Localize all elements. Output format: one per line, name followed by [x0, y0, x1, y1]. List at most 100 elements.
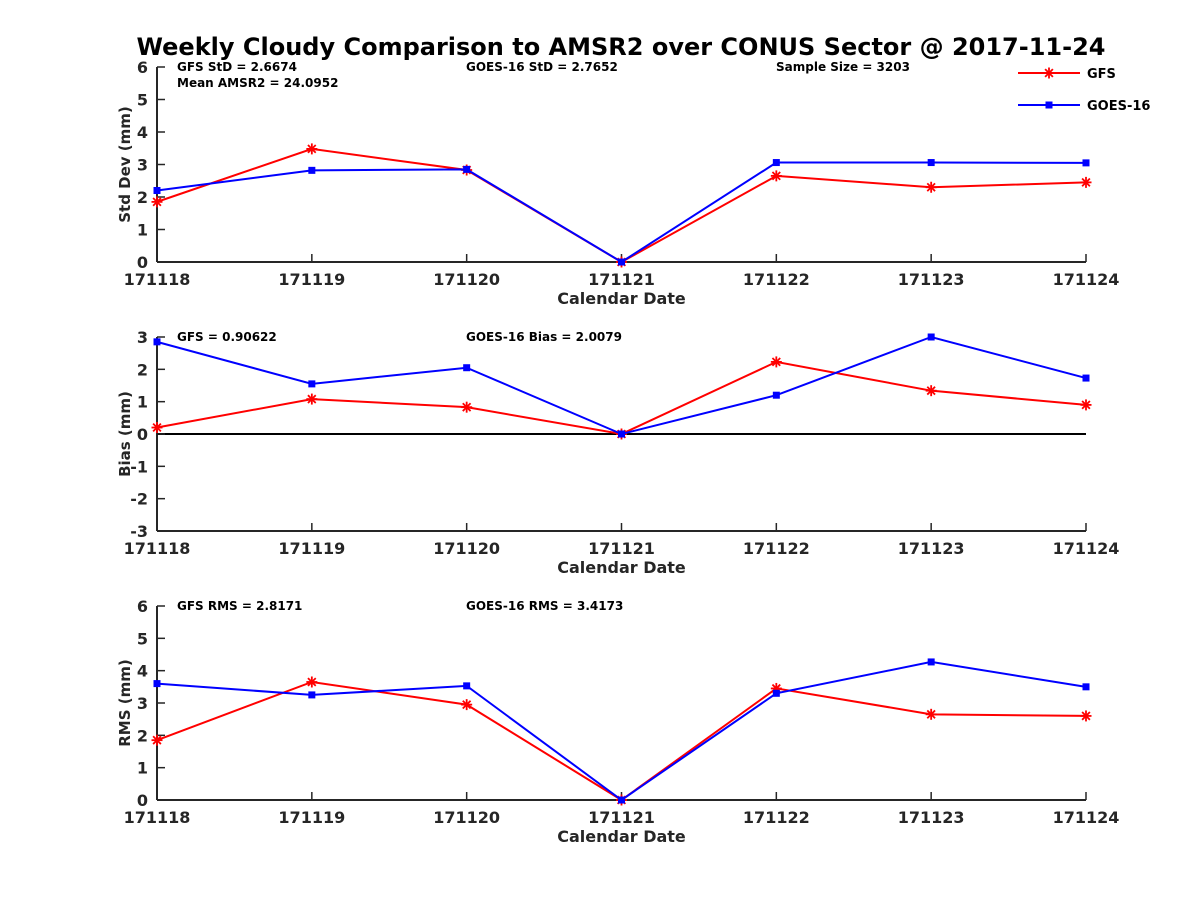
series-goes-16 — [153, 159, 1090, 266]
data-point — [925, 385, 937, 397]
x-tick-label: 171122 — [743, 539, 810, 558]
series-goes-16 — [153, 333, 1090, 438]
series-gfs — [151, 676, 1092, 806]
y-tick-label: 1 — [137, 393, 148, 412]
series-gfs — [151, 356, 1092, 440]
data-point — [151, 734, 163, 746]
y-tick-label: 5 — [137, 91, 148, 110]
y-axis-label: Std Dev (mm) — [116, 106, 134, 223]
series-line — [156, 660, 1087, 802]
data-point — [772, 689, 780, 697]
data-point — [153, 187, 161, 194]
x-tick-label: 171122 — [743, 808, 810, 827]
x-tick-label: 171119 — [278, 539, 345, 558]
data-point — [1080, 176, 1092, 188]
x-tick-label: 171123 — [898, 270, 965, 289]
legend-marker — [1045, 101, 1053, 109]
data-point — [1082, 159, 1090, 167]
x-tick-label: 171123 — [898, 808, 965, 827]
stat-annotation: Sample Size = 3203 — [776, 60, 910, 74]
x-axis-label: Calendar Date — [557, 289, 686, 308]
x-tick-label: 171119 — [278, 270, 345, 289]
legend-marker — [1043, 67, 1055, 79]
stat-annotation: GFS RMS = 2.8171 — [177, 599, 302, 613]
data-point — [925, 181, 937, 193]
data-point — [308, 166, 316, 174]
data-point — [308, 691, 316, 699]
x-tick-label: 171120 — [433, 539, 500, 558]
data-point — [618, 430, 625, 438]
chart-title: Weekly Cloudy Comparison to AMSR2 over C… — [137, 33, 1106, 61]
x-tick-label: 171121 — [588, 808, 655, 827]
panel-rms: 0 1 2 3 4 5 6 171118 171119 171120 171121 171122 171… — [116, 597, 1119, 846]
x-tick-label: 171124 — [1053, 539, 1120, 558]
legend-label: GOES-16 — [1087, 99, 1150, 114]
data-point — [618, 258, 625, 266]
data-point — [463, 165, 471, 173]
data-point — [618, 796, 625, 804]
data-point — [772, 391, 780, 399]
data-point — [927, 658, 935, 666]
stat-annotation: GFS StD = 2.6674 — [177, 60, 297, 74]
y-axis-label: Bias (mm) — [116, 391, 134, 477]
x-tick-label: 171118 — [124, 539, 191, 558]
y-tick-label: -3 — [130, 522, 148, 541]
series-line — [156, 360, 1087, 436]
x-tick-label: 171124 — [1053, 270, 1120, 289]
data-point — [151, 196, 163, 208]
x-tick-label: 171123 — [898, 539, 965, 558]
x-axis-label: Calendar Date — [557, 558, 686, 577]
x-tick-label: 171124 — [1053, 808, 1120, 827]
series-line — [156, 161, 1087, 264]
y-tick-label: 3 — [137, 156, 148, 175]
data-point — [151, 422, 163, 434]
y-tick-label: 0 — [137, 425, 148, 444]
y-tick-label: 2 — [137, 188, 148, 207]
y-tick-label: 1 — [137, 221, 148, 240]
y-tick-label: 0 — [137, 253, 148, 272]
data-point — [306, 393, 318, 405]
x-tick-label: 171120 — [433, 808, 500, 827]
data-point — [463, 364, 471, 372]
x-axis-label: Calendar Date — [557, 827, 686, 846]
stat-annotation: Mean AMSR2 = 24.0952 — [177, 76, 338, 90]
y-tick-label: 5 — [137, 629, 148, 648]
y-tick-label: 1 — [137, 759, 148, 778]
y-tick-label: 4 — [137, 662, 148, 681]
data-point — [306, 676, 318, 688]
data-point — [770, 356, 782, 368]
panel-bias: -3 -2 -1 0 1 2 3 171118 171119 171120 171121 171122… — [116, 328, 1119, 577]
x-tick-label: 171119 — [278, 808, 345, 827]
y-tick-label: 2 — [137, 726, 148, 745]
y-tick-label: 3 — [137, 328, 148, 347]
legend: GFS GOES-16 — [1018, 67, 1150, 114]
data-point — [925, 708, 937, 720]
data-point — [1080, 399, 1092, 411]
y-tick-label: -1 — [130, 457, 148, 476]
data-point — [153, 680, 161, 688]
x-tick-label: 171120 — [433, 270, 500, 289]
stat-annotation: GOES-16 RMS = 3.4173 — [466, 599, 623, 613]
x-tick-label: 171122 — [743, 270, 810, 289]
x-tick-label: 171118 — [124, 270, 191, 289]
data-point — [927, 333, 935, 341]
legend-label: GFS — [1087, 67, 1116, 82]
x-tick-label: 171118 — [124, 808, 191, 827]
stat-annotation: GFS = 0.90622 — [177, 330, 277, 344]
y-tick-label: 6 — [137, 58, 148, 77]
data-point — [1080, 710, 1092, 722]
series-goes-16 — [153, 658, 1090, 804]
data-point — [306, 143, 318, 155]
series-line — [156, 680, 1087, 802]
x-tick-label: 171121 — [588, 539, 655, 558]
series-line — [156, 335, 1087, 436]
x-tick-label: 171121 — [588, 270, 655, 289]
data-point — [770, 170, 782, 182]
panel-stddev: 0 1 2 3 4 5 6 171118 171119 171120 171121 171122 171… — [116, 58, 1119, 308]
data-point — [463, 682, 471, 690]
stat-annotation: GOES-16 Bias = 2.0079 — [466, 330, 622, 344]
data-point — [461, 699, 473, 711]
y-tick-label: 2 — [137, 360, 148, 379]
y-tick-label: -2 — [130, 490, 148, 509]
